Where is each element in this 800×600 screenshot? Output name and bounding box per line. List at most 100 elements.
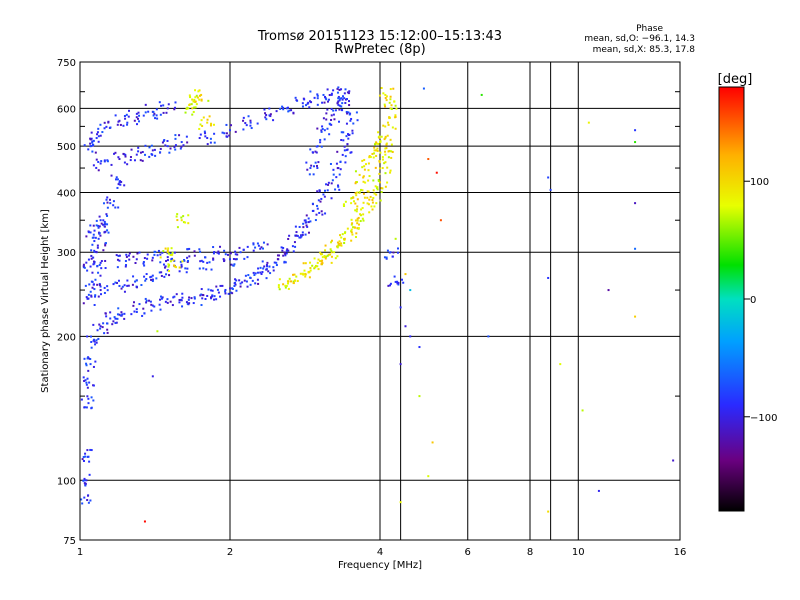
data-point [102,202,105,205]
data-point [339,234,342,237]
data-point [336,101,339,104]
data-point [354,192,357,195]
data-point [309,220,312,223]
data-point [113,152,116,155]
data-point [145,273,148,276]
data-point [172,259,175,262]
data-point [184,221,187,224]
data-point [368,198,371,201]
data-point [230,291,233,294]
data-point [215,285,218,288]
data-point [179,147,182,150]
data-point [396,280,399,283]
data-point [89,142,92,145]
data-point [287,249,290,252]
data-point [96,264,99,267]
data-point [340,108,343,111]
data-point [187,214,190,217]
data-point [99,219,102,222]
data-point [325,183,328,186]
data-point [295,231,298,234]
data-point [346,112,349,115]
data-point [330,251,333,254]
data-point [173,108,176,111]
data-point [317,258,320,261]
data-point [337,184,340,187]
data-point [106,331,109,334]
data-point [179,260,182,263]
data-point [216,251,219,254]
data-point [83,482,86,485]
data-point [363,165,366,168]
data-point [352,226,355,229]
data-point [213,295,216,298]
data-point [292,280,295,283]
data-point [89,448,92,451]
data-point [309,261,312,264]
data-point [334,257,337,260]
data-point [188,296,191,299]
data-point [262,267,265,270]
data-point [134,261,137,264]
data-point [330,92,333,95]
data-point [150,309,153,312]
data-point [145,301,148,304]
data-point [317,268,320,271]
data-point [317,161,320,164]
data-point [167,247,170,250]
data-point [213,132,216,135]
data-point [174,144,177,147]
data-point [254,272,257,275]
data-point [80,498,83,501]
data-point [321,259,324,262]
data-point [97,127,100,130]
data-point [312,173,315,176]
data-point [418,395,421,398]
data-point [123,115,126,118]
data-point [206,294,209,297]
data-point [162,250,165,253]
data-point [394,237,397,240]
data-point [356,222,359,225]
data-point [269,113,272,116]
data-point [205,268,208,271]
data-point [102,249,105,252]
data-point [178,270,181,273]
data-point [126,163,129,166]
data-point [144,103,147,106]
data-point [336,255,339,258]
data-point [84,484,87,487]
data-point [110,163,113,166]
data-point [347,92,350,95]
data-point [304,273,307,276]
data-point [265,118,268,121]
data-point [340,139,343,142]
x-tick-label: 10 [572,547,585,558]
data-point [212,257,215,260]
data-point [307,221,310,224]
data-point [115,321,118,324]
data-point [162,111,165,114]
data-point [87,356,90,359]
data-point [174,137,177,140]
data-point [198,137,201,140]
data-point [328,133,331,136]
data-point [86,335,89,338]
data-point [435,171,438,174]
data-point [91,141,94,144]
data-point [363,196,366,199]
data-point [320,253,323,256]
data-point [345,122,348,125]
data-point [99,261,102,264]
data-point [130,148,133,151]
data-point [316,261,319,264]
data-point [93,240,96,243]
data-point [104,267,107,270]
data-point [309,167,312,170]
data-point [142,114,145,117]
data-point [239,285,242,288]
data-point [102,322,105,325]
data-point [182,221,185,224]
data-point [88,283,91,286]
data-point [110,174,113,177]
